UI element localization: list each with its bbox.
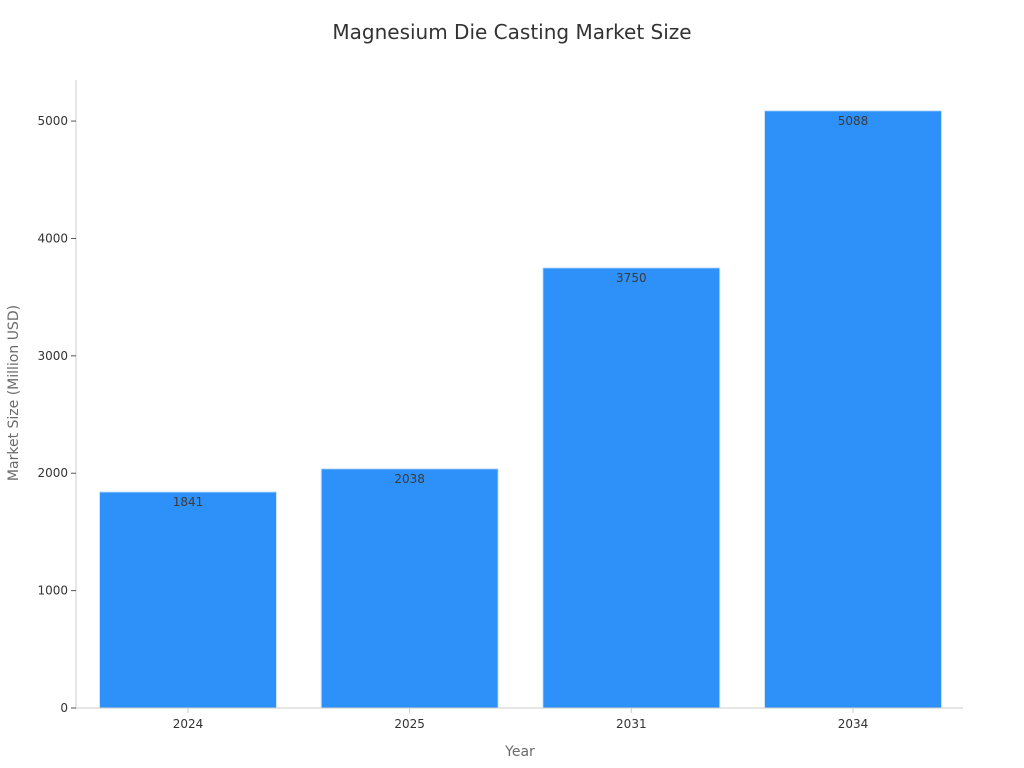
y-tick-label: 0 <box>60 701 68 715</box>
bar-2024 <box>99 491 277 709</box>
bar-2034 <box>764 110 942 709</box>
chart-title: Magnesium Die Casting Market Size <box>332 20 692 44</box>
x-tick-label: 2034 <box>838 717 869 731</box>
y-axis-title: Market Size (Million USD) <box>6 305 22 481</box>
axes-layer: 2024 2025 2031 2034 0 1000 2000 3000 4000 5000 <box>37 80 963 731</box>
y-tick-label: 5000 <box>37 114 68 128</box>
data-label-2034: 5088 <box>838 114 869 128</box>
bar-2031 <box>542 267 721 709</box>
y-tick-label: 4000 <box>37 231 68 245</box>
x-axis-title: Year <box>504 744 535 760</box>
data-label-2024: 1841 <box>173 495 204 509</box>
data-label-2025: 2038 <box>394 472 425 486</box>
y-tick-label: 2000 <box>37 466 68 480</box>
x-tick-label: 2024 <box>173 717 204 731</box>
bars-layer <box>99 110 942 709</box>
data-label-2031: 3750 <box>616 271 647 285</box>
y-tick-label: 1000 <box>37 584 68 598</box>
x-tick-label: 2031 <box>616 717 647 731</box>
bar-2025 <box>320 468 499 709</box>
y-tick-label: 3000 <box>37 349 68 363</box>
data-labels-layer: 1841 2038 3750 5088 <box>173 114 869 509</box>
x-tick-label: 2025 <box>394 717 425 731</box>
